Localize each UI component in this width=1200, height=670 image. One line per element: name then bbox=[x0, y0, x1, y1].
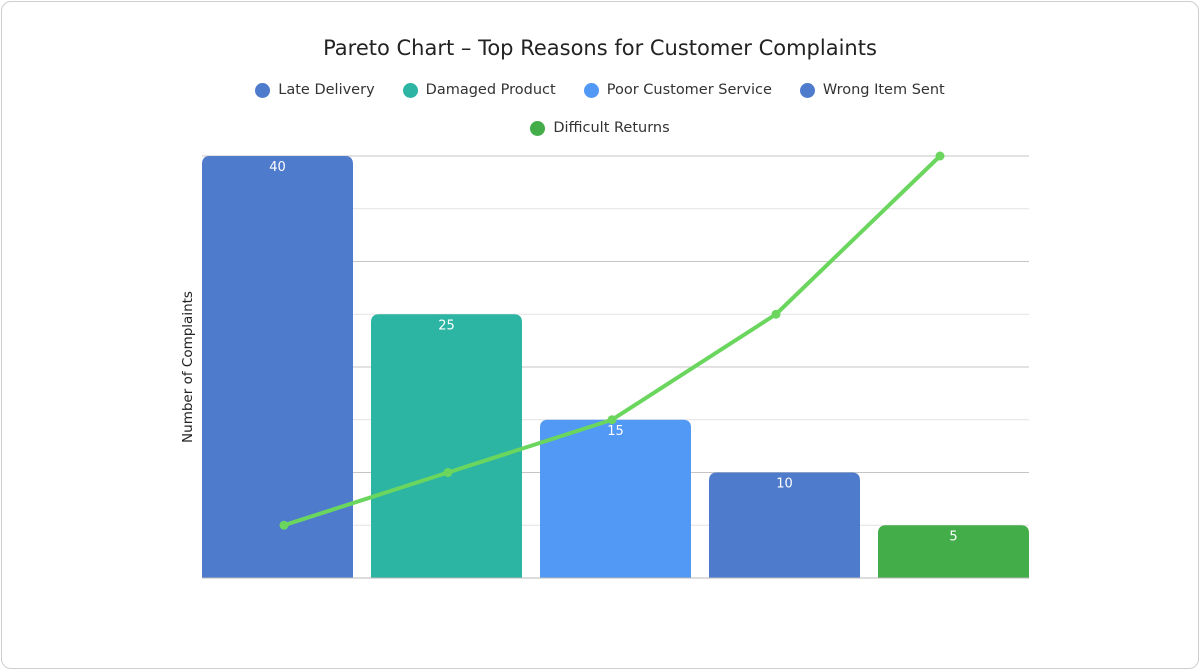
line-point bbox=[279, 520, 289, 530]
data-label: 10 bbox=[776, 477, 793, 492]
data-label: 25 bbox=[438, 318, 455, 333]
legend-swatch bbox=[799, 82, 815, 98]
chart-title: Pareto Chart – Top Reasons for Customer … bbox=[323, 36, 877, 60]
legend-item[interactable]: Late Delivery bbox=[255, 82, 375, 98]
legend-row-2: Difficult Returns bbox=[0, 120, 1200, 136]
legend: Late Delivery Damaged Product Poor Custome… bbox=[0, 82, 1200, 98]
line-point bbox=[443, 468, 453, 477]
bar bbox=[878, 525, 1029, 578]
line-point bbox=[771, 309, 781, 319]
legend-label: Difficult Returns bbox=[553, 120, 670, 136]
legend-item[interactable]: Wrong Item Sent bbox=[799, 82, 945, 98]
legend-label: Damaged Product bbox=[425, 82, 556, 98]
data-label: 15 bbox=[607, 424, 624, 439]
legend-label: Poor Customer Service bbox=[606, 82, 772, 98]
legend-swatch bbox=[583, 82, 599, 98]
legend-label: Late Delivery bbox=[278, 82, 375, 98]
line-point bbox=[935, 151, 945, 161]
legend-label: Wrong Item Sent bbox=[822, 82, 945, 98]
bar bbox=[709, 472, 860, 578]
legend-item[interactable]: Damaged Product bbox=[402, 82, 556, 98]
legend-swatch bbox=[530, 120, 546, 136]
y-axis-label: Number of Complaints bbox=[180, 291, 196, 443]
data-label: 40 bbox=[269, 160, 286, 175]
legend-item[interactable]: Difficult Returns bbox=[530, 120, 670, 136]
bar bbox=[371, 314, 522, 578]
data-label: 5 bbox=[949, 529, 957, 544]
bar bbox=[202, 156, 353, 578]
legend-swatch bbox=[255, 82, 271, 98]
legend-item[interactable]: Poor Customer Service bbox=[583, 82, 772, 98]
legend-swatch bbox=[402, 82, 418, 98]
line-point bbox=[607, 415, 617, 425]
bar bbox=[540, 419, 691, 578]
